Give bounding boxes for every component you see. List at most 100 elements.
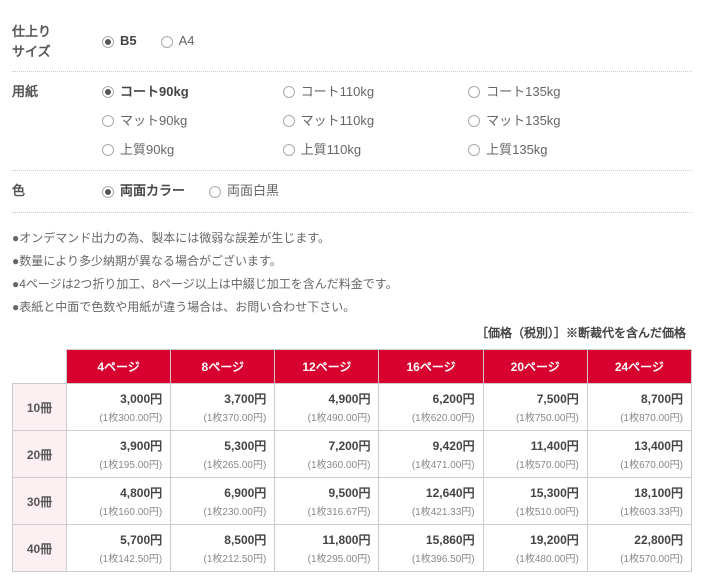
price-main: 5,300円: [179, 437, 266, 454]
price-cell: 5,700円 (1枚142.50円): [67, 525, 171, 572]
price-main: 15,300円: [492, 484, 579, 501]
color-option-label: 両面カラー: [120, 181, 185, 202]
paper-option[interactable]: 上質135kg: [468, 140, 560, 161]
table-column-header: 8ページ: [171, 350, 275, 384]
color-options: 両面カラー 両面白黒: [102, 181, 692, 202]
price-cell: 6,200円(1枚620.00円): [379, 384, 483, 431]
table-column-header: 24ページ: [587, 350, 691, 384]
paper-option-label: 上質110kg: [301, 140, 361, 161]
price-sub: (1枚295.00円): [283, 550, 370, 565]
color-label: 色: [12, 181, 102, 202]
radio-icon: [283, 144, 295, 156]
note-line: ●4ページは2つ折り加工、8ページ以上は中綴じ加工を含んだ料金です。: [12, 273, 692, 296]
paper-option-label: コート110kg: [301, 82, 374, 103]
price-main: 11,400円: [492, 437, 579, 454]
price-cell: 22,800円(1枚570.00円): [587, 525, 691, 572]
price-sub: (1枚490.00円): [283, 409, 370, 424]
price-main: 3,000円: [75, 390, 162, 407]
color-option[interactable]: 両面カラー: [102, 181, 185, 202]
price-sub: (1枚396.50円): [387, 550, 474, 565]
paper-option[interactable]: マット90kg: [102, 111, 189, 132]
price-sub: (1枚212.50円): [179, 550, 266, 565]
table-corner: [13, 350, 67, 384]
price-main: 8,700円: [596, 390, 683, 407]
radio-icon: [161, 36, 173, 48]
price-cell: 8,500円 (1枚212.50円): [171, 525, 275, 572]
size-option[interactable]: A4: [161, 22, 195, 61]
price-sub: (1枚570.00円): [596, 550, 683, 565]
price-main: 13,400円: [596, 437, 683, 454]
price-main: 7,500円: [492, 390, 579, 407]
price-main: 4,800円: [75, 484, 162, 501]
price-cell: 3,000円(1枚300.00円): [67, 384, 171, 431]
paper-option-label: マット110kg: [301, 111, 374, 132]
price-cell: 7,200円(1枚360.00円): [275, 431, 379, 478]
paper-option[interactable]: 上質90kg: [102, 140, 189, 161]
price-main: 4,900円: [283, 390, 370, 407]
row-qty: 20冊: [13, 431, 67, 478]
price-cell: 18,100円(1枚603.33円): [587, 478, 691, 525]
price-sub: (1枚750.00円): [492, 409, 579, 424]
price-cell: 9,500円(1枚316.67円): [275, 478, 379, 525]
color-option[interactable]: 両面白黒: [209, 181, 279, 202]
paper-option[interactable]: マット110kg: [283, 111, 374, 132]
paper-option-label: 上質135kg: [486, 140, 547, 161]
table-column-header: 4ページ: [67, 350, 171, 384]
price-cell: 13,400円 (1枚670.00円): [587, 431, 691, 478]
paper-option[interactable]: コート110kg: [283, 82, 374, 103]
price-sub: (1枚620.00円): [387, 409, 474, 424]
price-main: 12,640円: [387, 484, 474, 501]
radio-icon: [209, 186, 221, 198]
price-sub: (1枚160.00円): [75, 503, 162, 518]
radio-icon: [102, 115, 114, 127]
table-column-header: 12ページ: [275, 350, 379, 384]
price-main: 19,200円: [492, 531, 579, 548]
price-sub: (1枚603.33円): [596, 503, 683, 518]
price-sub: (1枚870.00円): [596, 409, 683, 424]
table-column-header: 20ページ: [483, 350, 587, 384]
paper-option[interactable]: 上質110kg: [283, 140, 374, 161]
size-label: 仕上りサイズ: [12, 22, 102, 61]
price-sub: (1枚316.67円): [283, 503, 370, 518]
price-cell: 8,700円 (1枚870.00円): [587, 384, 691, 431]
note-line: ●オンデマンド出力の為、製本には微弱な誤差が生じます。: [12, 227, 692, 250]
price-main: 5,700円: [75, 531, 162, 548]
paper-option[interactable]: マット135kg: [468, 111, 560, 132]
paper-option[interactable]: コート90kg: [102, 82, 189, 103]
price-main: 9,420円: [387, 437, 474, 454]
price-cell: 6,900円 (1枚230.00円): [171, 478, 275, 525]
paper-option-label: マット135kg: [486, 111, 560, 132]
price-cell: 4,900円 (1枚490.00円): [275, 384, 379, 431]
row-qty: 10冊: [13, 384, 67, 431]
price-sub: (1枚142.50円): [75, 550, 162, 565]
price-table: 4ページ8ページ12ページ16ページ20ページ24ページ 10冊3,000円(1…: [12, 349, 692, 572]
price-sub: (1枚480.00円): [492, 550, 579, 565]
price-sub: (1枚265.00円): [179, 456, 266, 471]
radio-icon: [468, 115, 480, 127]
note-line: ●表紙と中面で色数や用紙が違う場合は、お問い合わせ下さい。: [12, 296, 692, 319]
paper-option[interactable]: コート135kg: [468, 82, 560, 103]
size-row: 仕上りサイズ B5 A4: [12, 12, 692, 72]
table-column-header: 16ページ: [379, 350, 483, 384]
radio-icon: [102, 86, 114, 98]
size-options: B5 A4: [102, 22, 692, 61]
price-sub: (1枚360.00円): [283, 456, 370, 471]
notes: ●オンデマンド出力の為、製本には微弱な誤差が生じます。●数量により多少納期が異な…: [12, 227, 692, 318]
price-cell: 12,640円(1枚421.33円): [379, 478, 483, 525]
radio-icon: [283, 86, 295, 98]
price-sub: (1枚230.00円): [179, 503, 266, 518]
paper-option-label: 上質90kg: [120, 140, 174, 161]
table-row: 30冊4,800円(1枚160.00円)6,900円(1枚230.00円)9,5…: [13, 478, 692, 525]
price-cell: 15,300円 (1枚510.00円): [483, 478, 587, 525]
price-sub: (1枚510.00円): [492, 503, 579, 518]
paper-option-label: コート135kg: [486, 82, 560, 103]
price-cell: 3,700円(1枚370.00円): [171, 384, 275, 431]
price-main: 8,500円: [179, 531, 266, 548]
price-sub: (1枚670.00円): [596, 456, 683, 471]
price-cell: 11,400円(1枚570.00円): [483, 431, 587, 478]
paper-options: コート90kg マット90kg 上質90kg コート110kg マット110kg 上質11…: [102, 82, 692, 160]
size-option[interactable]: B5: [102, 22, 137, 61]
price-main: 6,900円: [179, 484, 266, 501]
table-row: 40冊5,700円(1枚142.50円)8,500円(1枚212.50円)11,…: [13, 525, 692, 572]
price-cell: 4,800円 (1枚160.00円): [67, 478, 171, 525]
